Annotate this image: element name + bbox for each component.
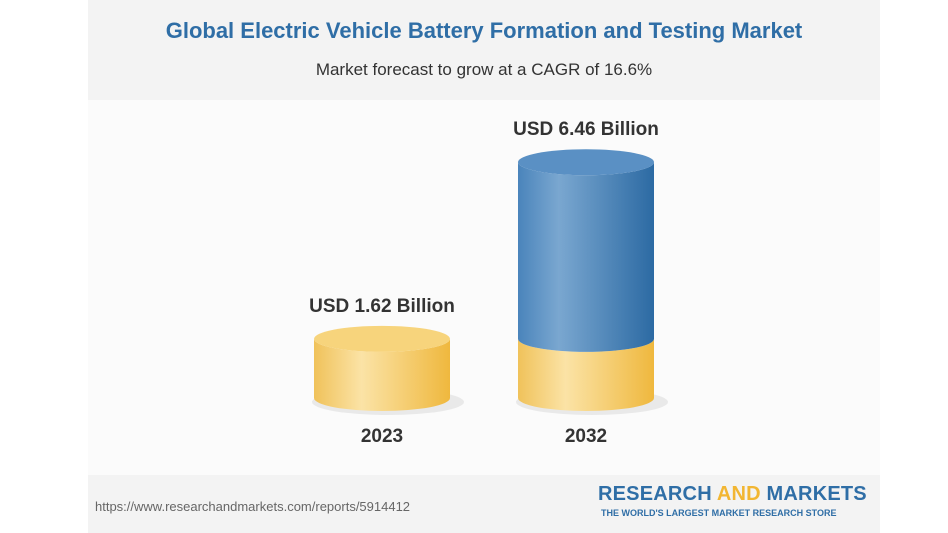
data-label: USD 6.46 Billion [513, 119, 659, 140]
category-label: 2023 [361, 426, 403, 447]
cylinder-base-segment [314, 338, 450, 411]
chart-title: Global Electric Vehicle Battery Formatio… [165, 18, 803, 43]
cylinder-base-segment [518, 338, 654, 411]
data-label: USD 1.62 Billion [309, 296, 455, 317]
chart-area [88, 100, 880, 475]
cylinder-growth-segment [518, 162, 654, 352]
category-label: 2032 [565, 426, 607, 447]
chart-subtitle: Market forecast to grow at a CAGR of 16.… [315, 60, 653, 79]
research-and-markets-logo: RESEARCH AND MARKETS THE WORLD'S LARGEST… [598, 483, 867, 518]
source-url[interactable]: https://www.researchandmarkets.com/repor… [95, 499, 411, 514]
cylinder-top [518, 149, 654, 176]
cylinder-top [314, 325, 450, 352]
